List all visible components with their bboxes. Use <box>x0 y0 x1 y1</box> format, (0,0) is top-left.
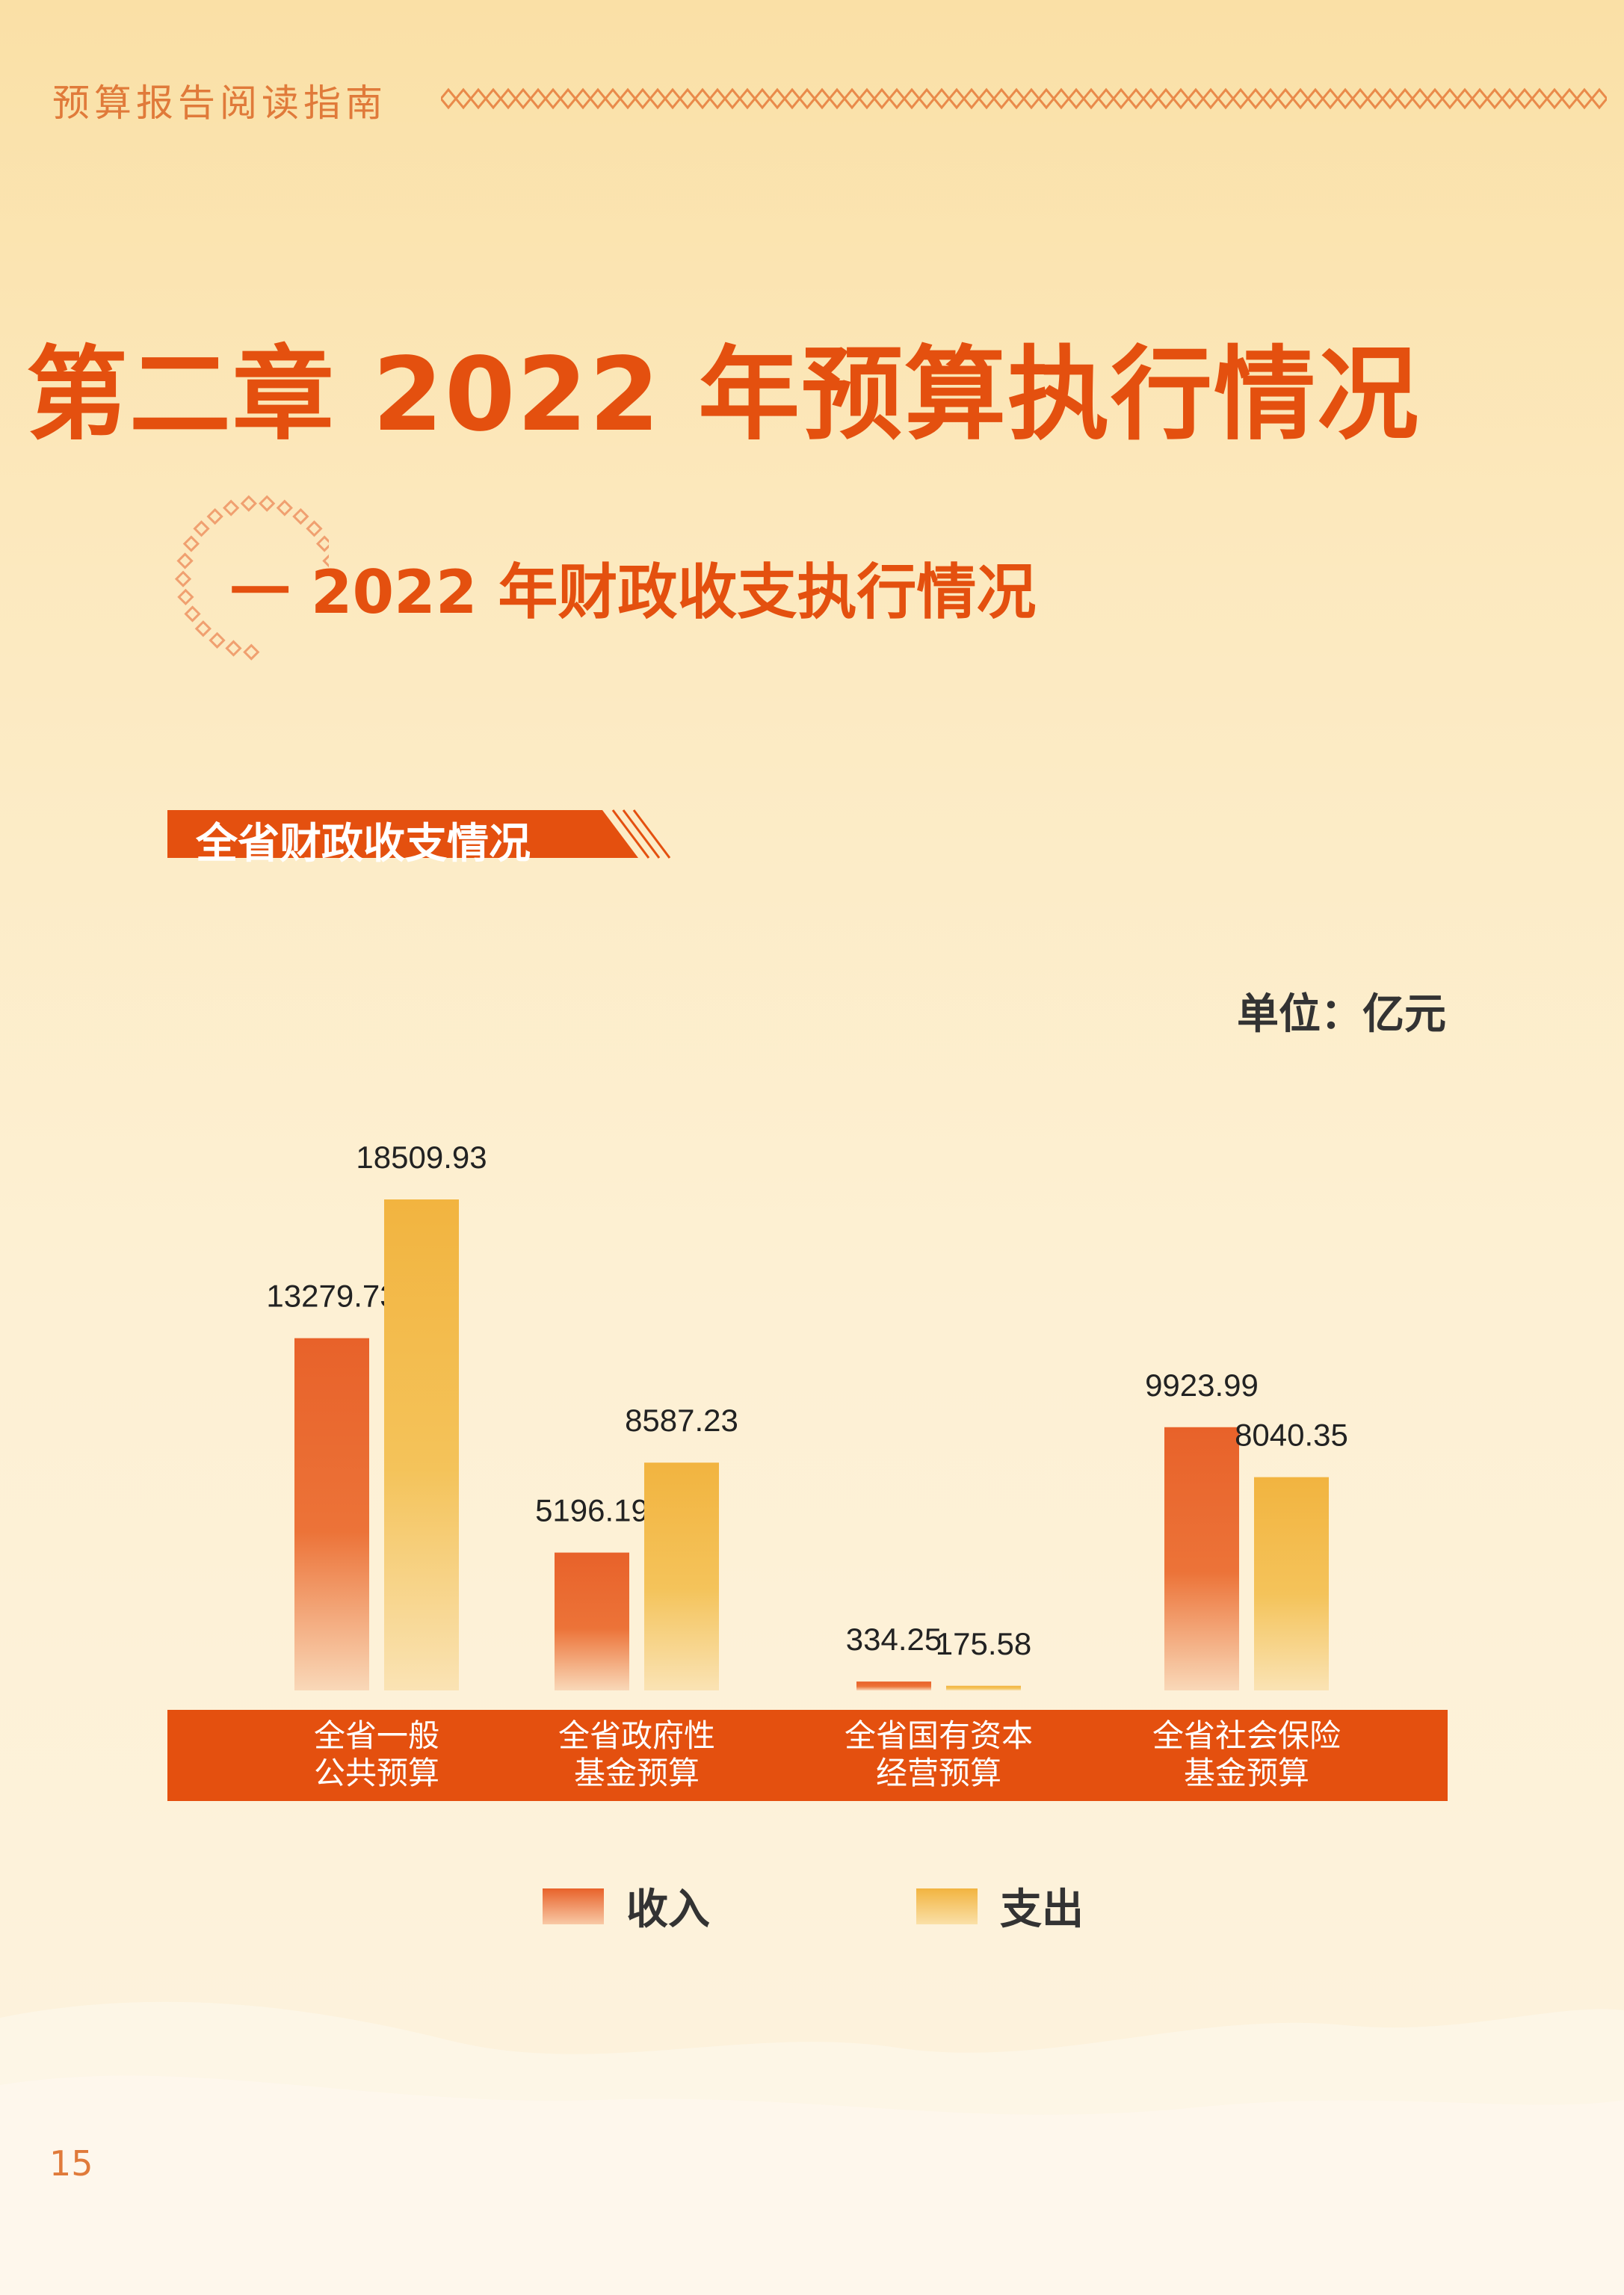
chart-title: 全省财政收支情况 <box>196 820 531 868</box>
bar-expenditure-2 <box>644 1462 719 1690</box>
value-label-expenditure-2: 8587.23 <box>625 1403 738 1438</box>
category-label-3: 全省国有资本 经营预算 <box>819 1717 1058 1792</box>
value-label-expenditure-3: 175.58 <box>936 1626 1031 1661</box>
value-label-expenditure-4: 8040.35 <box>1235 1418 1348 1453</box>
bar-income-1 <box>294 1338 369 1690</box>
guide-title: 预算报告阅读指南 <box>52 81 387 125</box>
diamond-chain-decoration <box>441 87 1607 110</box>
section-title: 一 2022 年财政收支执行情况 <box>230 557 1037 627</box>
value-label-income-2: 5196.19 <box>535 1493 649 1528</box>
category-label-line1: 全省社会保险 <box>1152 1717 1341 1754</box>
section-circle-decoration <box>174 495 329 661</box>
bar-expenditure-3 <box>946 1685 1021 1690</box>
legend-expenditure-label: 支出 <box>1000 1885 1084 1934</box>
category-label-line2: 公共预算 <box>313 1755 439 1791</box>
category-label-line1: 全省一般 <box>313 1717 439 1754</box>
category-label-1: 全省一般 公共预算 <box>257 1717 496 1792</box>
legend-income-swatch <box>543 1888 604 1924</box>
page-number: 15 <box>49 2143 93 2184</box>
value-label-income-3: 334.25 <box>846 1622 942 1657</box>
value-label-income-4: 9923.99 <box>1145 1368 1259 1403</box>
chapter-title: 第二章 2022 年预算执行情况 <box>25 336 1421 454</box>
category-label-line2: 基金预算 <box>573 1755 700 1791</box>
mountain-decoration <box>0 2001 1624 2295</box>
category-label-2: 全省政府性 基金预算 <box>517 1717 756 1792</box>
bar-chart: 13279.73 18509.93 5196.19 8587.23 334.25175.… <box>167 1140 1448 1801</box>
legend-income-label: 收入 <box>626 1885 710 1934</box>
category-label-line2: 经营预算 <box>875 1755 1001 1791</box>
legend-expenditure: 支出 <box>916 1876 1084 1936</box>
bar-income-3 <box>856 1681 931 1690</box>
value-label-income-1: 13279.73 <box>266 1279 397 1314</box>
legend-income: 收入 <box>543 1876 710 1936</box>
bar-expenditure-4 <box>1254 1477 1329 1690</box>
chart-title-banner <box>167 809 671 859</box>
bar-expenditure-1 <box>384 1199 459 1690</box>
unit-label: 单位：亿元 <box>1237 990 1446 1039</box>
value-label-expenditure-1: 18509.93 <box>356 1140 487 1175</box>
category-label-line2: 基金预算 <box>1183 1755 1309 1791</box>
category-axis-band <box>167 1710 1448 1801</box>
category-label-4: 全省社会保险 基金预算 <box>1127 1717 1366 1792</box>
category-label-line1: 全省国有资本 <box>844 1717 1033 1754</box>
bar-income-2 <box>555 1552 629 1690</box>
category-label-line1: 全省政府性 <box>558 1717 715 1754</box>
legend-expenditure-swatch <box>916 1888 978 1924</box>
bar-income-4 <box>1164 1427 1239 1690</box>
